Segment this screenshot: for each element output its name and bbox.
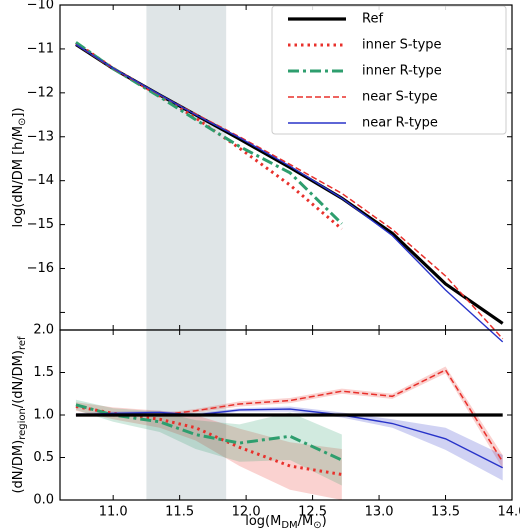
y-tick-label: 1.5 (33, 365, 54, 380)
axis-label-part: ]) (11, 107, 26, 117)
series-line (75, 43, 504, 340)
axis-label-part: log(M (245, 514, 281, 529)
x-tick-label: 13.5 (431, 505, 460, 520)
legend-label: inner R-type (362, 64, 442, 79)
axis-label-part: ) (322, 514, 327, 529)
y-tick-label: 0.5 (33, 450, 54, 465)
error-band (75, 402, 342, 500)
x-tick-label: 12.0 (232, 505, 261, 520)
axis-label-sub: region (17, 408, 28, 440)
legend-label: Ref (362, 12, 383, 27)
x-tick-label: 11.0 (99, 505, 128, 520)
shaded-region (146, 5, 227, 330)
axis-label: log(dN/DM [h/M⊙]) (11, 107, 29, 227)
axis-label: (dN/DM)region/(dN/DM)ref (11, 336, 29, 494)
y-tick-label: −15 (27, 217, 54, 232)
axis-label-part: /(dN/DM) (11, 350, 26, 408)
x-tick-label: 14.0 (498, 505, 520, 520)
axis-label-sub: ⊙ (17, 118, 28, 126)
error-band (75, 399, 342, 486)
series-line (75, 408, 504, 469)
legend-label: near S-type (362, 90, 438, 105)
axis-label: log(MDM/M⊙) (245, 514, 327, 532)
y-tick-label: 2.0 (33, 323, 54, 338)
x-tick-label: 11.5 (165, 505, 194, 520)
legend-label: inner S-type (362, 38, 442, 53)
axis-label-sub: ref (17, 336, 28, 350)
y-tick-label: −16 (27, 261, 54, 276)
axis-label-part: /M (298, 514, 314, 529)
y-tick-label: 1.0 (33, 408, 54, 423)
series-line (75, 368, 504, 463)
x-tick-label: 12.5 (298, 505, 327, 520)
y-tick-label: 0.0 (33, 493, 54, 508)
y-tick-label: −12 (27, 85, 54, 100)
series-line (75, 43, 504, 343)
x-tick-label: 13.0 (365, 505, 394, 520)
legend-box (271, 5, 507, 135)
axis-label-part: log(dN/DM [h/M (11, 126, 26, 228)
y-tick-label: −13 (27, 129, 54, 144)
y-tick-label: −11 (27, 41, 54, 56)
axis-label-sub: DM (281, 520, 297, 531)
axis-label-sub: ⊙ (313, 520, 321, 531)
legend-label: near R-type (362, 116, 438, 131)
y-tick-label: −14 (27, 173, 54, 188)
error-band (75, 366, 503, 469)
y-tick-label: −10 (27, 0, 54, 13)
axis-label-part: (dN/DM) (11, 440, 26, 494)
